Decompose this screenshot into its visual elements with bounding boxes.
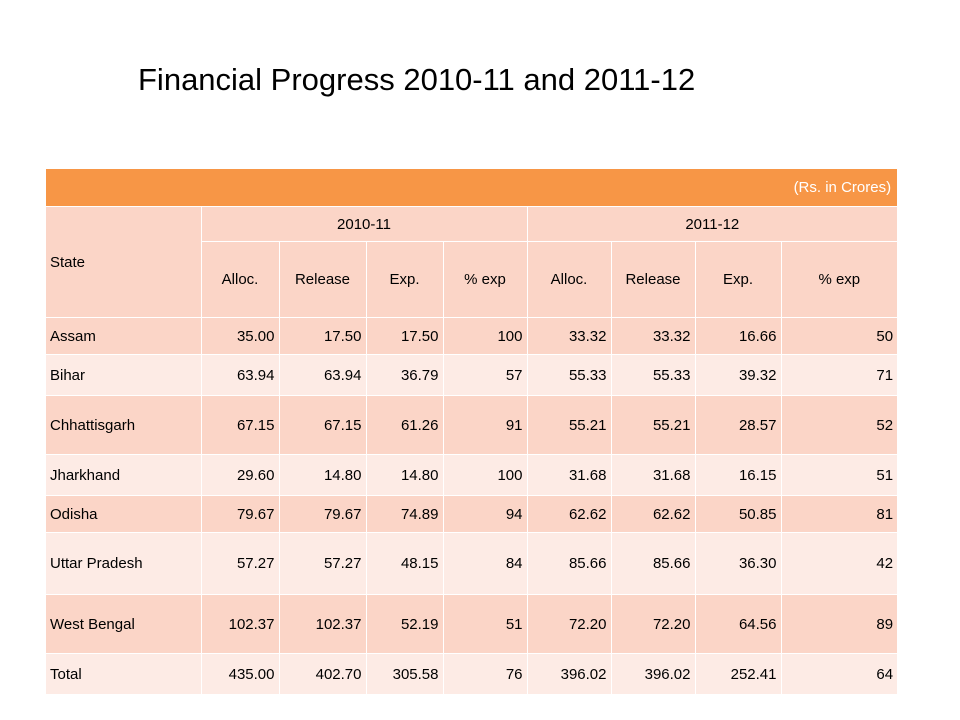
col-header-exp-2010: Exp. xyxy=(365,241,444,318)
col-header-alloc-2010: Alloc. xyxy=(200,241,280,318)
value-cell: 81 xyxy=(780,495,898,533)
value-cell: 51 xyxy=(442,594,528,654)
table-row: Odisha 79.67 79.67 74.89 94 62.62 62.62 … xyxy=(46,495,898,533)
value-cell: 29.60 xyxy=(200,454,280,496)
col-header-alloc-2011: Alloc. xyxy=(526,241,612,318)
state-cell: Assam xyxy=(46,317,202,355)
value-cell: 52.19 xyxy=(365,594,444,654)
state-header: State xyxy=(46,206,202,318)
unit-note: (Rs. in Crores) xyxy=(46,168,898,207)
value-cell: 67.15 xyxy=(200,395,280,455)
value-cell: 435.00 xyxy=(200,653,280,695)
value-cell: 102.37 xyxy=(200,594,280,654)
table-row: Uttar Pradesh 57.27 57.27 48.15 84 85.66… xyxy=(46,532,898,595)
value-cell: 102.37 xyxy=(278,594,367,654)
value-cell: 67.15 xyxy=(278,395,367,455)
slide-title: Financial Progress 2010-11 and 2011-12 xyxy=(138,62,696,97)
value-cell: 252.41 xyxy=(694,653,782,695)
value-cell: 72.20 xyxy=(526,594,612,654)
value-cell: 36.79 xyxy=(365,354,444,396)
value-cell: 79.67 xyxy=(278,495,367,533)
value-cell: 17.50 xyxy=(278,317,367,355)
value-cell: 396.02 xyxy=(526,653,612,695)
state-cell: Uttar Pradesh xyxy=(46,532,202,595)
value-cell: 48.15 xyxy=(365,532,444,595)
value-cell: 84 xyxy=(442,532,528,595)
value-cell: 55.33 xyxy=(610,354,696,396)
year-header-2011-12: 2011-12 xyxy=(526,206,898,242)
value-cell: 402.70 xyxy=(278,653,367,695)
state-cell: Chhattisgarh xyxy=(46,395,202,455)
value-cell: 14.80 xyxy=(278,454,367,496)
value-cell: 305.58 xyxy=(365,653,444,695)
value-cell: 52 xyxy=(780,395,898,455)
value-cell: 61.26 xyxy=(365,395,444,455)
financial-progress-table: (Rs. in Crores) State 2010-11 2011-12 Al… xyxy=(46,168,898,695)
value-cell: 100 xyxy=(442,454,528,496)
value-cell: 63.94 xyxy=(278,354,367,396)
col-header-release-2010: Release xyxy=(278,241,367,318)
value-cell: 89 xyxy=(780,594,898,654)
value-cell: 16.66 xyxy=(694,317,782,355)
state-cell: Total xyxy=(46,653,202,695)
table-row: Assam 35.00 17.50 17.50 100 33.32 33.32 … xyxy=(46,317,898,355)
value-cell: 55.33 xyxy=(526,354,612,396)
value-cell: 85.66 xyxy=(610,532,696,595)
table-row-total: Total 435.00 402.70 305.58 76 396.02 396… xyxy=(46,653,898,695)
state-cell: West Bengal xyxy=(46,594,202,654)
col-header-pct-exp-2010: % exp xyxy=(442,241,528,318)
unit-note-row: (Rs. in Crores) xyxy=(46,168,898,207)
state-cell: Jharkhand xyxy=(46,454,202,496)
value-cell: 79.67 xyxy=(200,495,280,533)
value-cell: 396.02 xyxy=(610,653,696,695)
table-row: West Bengal 102.37 102.37 52.19 51 72.20… xyxy=(46,594,898,654)
value-cell: 100 xyxy=(442,317,528,355)
value-cell: 63.94 xyxy=(200,354,280,396)
value-cell: 55.21 xyxy=(610,395,696,455)
value-cell: 42 xyxy=(780,532,898,595)
value-cell: 28.57 xyxy=(694,395,782,455)
subheader-row: Alloc. Release Exp. % exp Alloc. Release… xyxy=(46,241,898,318)
value-cell: 85.66 xyxy=(526,532,612,595)
value-cell: 55.21 xyxy=(526,395,612,455)
col-header-release-2011: Release xyxy=(610,241,696,318)
value-cell: 62.62 xyxy=(526,495,612,533)
value-cell: 72.20 xyxy=(610,594,696,654)
value-cell: 31.68 xyxy=(526,454,612,496)
value-cell: 36.30 xyxy=(694,532,782,595)
value-cell: 57.27 xyxy=(200,532,280,595)
value-cell: 39.32 xyxy=(694,354,782,396)
value-cell: 50.85 xyxy=(694,495,782,533)
col-header-pct-exp-2011: % exp xyxy=(780,241,898,318)
value-cell: 35.00 xyxy=(200,317,280,355)
value-cell: 33.32 xyxy=(610,317,696,355)
year-header-row: State 2010-11 2011-12 xyxy=(46,206,898,318)
state-cell: Odisha xyxy=(46,495,202,533)
table-row: Chhattisgarh 67.15 67.15 61.26 91 55.21 … xyxy=(46,395,898,455)
value-cell: 64 xyxy=(780,653,898,695)
value-cell: 64.56 xyxy=(694,594,782,654)
value-cell: 94 xyxy=(442,495,528,533)
col-header-exp-2011: Exp. xyxy=(694,241,782,318)
value-cell: 50 xyxy=(780,317,898,355)
value-cell: 31.68 xyxy=(610,454,696,496)
table-row: Bihar 63.94 63.94 36.79 57 55.33 55.33 3… xyxy=(46,354,898,396)
year-header-2010-11: 2010-11 xyxy=(200,206,528,242)
value-cell: 91 xyxy=(442,395,528,455)
value-cell: 33.32 xyxy=(526,317,612,355)
value-cell: 51 xyxy=(780,454,898,496)
value-cell: 57 xyxy=(442,354,528,396)
value-cell: 62.62 xyxy=(610,495,696,533)
state-cell: Bihar xyxy=(46,354,202,396)
value-cell: 76 xyxy=(442,653,528,695)
value-cell: 16.15 xyxy=(694,454,782,496)
value-cell: 14.80 xyxy=(365,454,444,496)
value-cell: 17.50 xyxy=(365,317,444,355)
table-row: Jharkhand 29.60 14.80 14.80 100 31.68 31… xyxy=(46,454,898,496)
value-cell: 57.27 xyxy=(278,532,367,595)
value-cell: 71 xyxy=(780,354,898,396)
value-cell: 74.89 xyxy=(365,495,444,533)
